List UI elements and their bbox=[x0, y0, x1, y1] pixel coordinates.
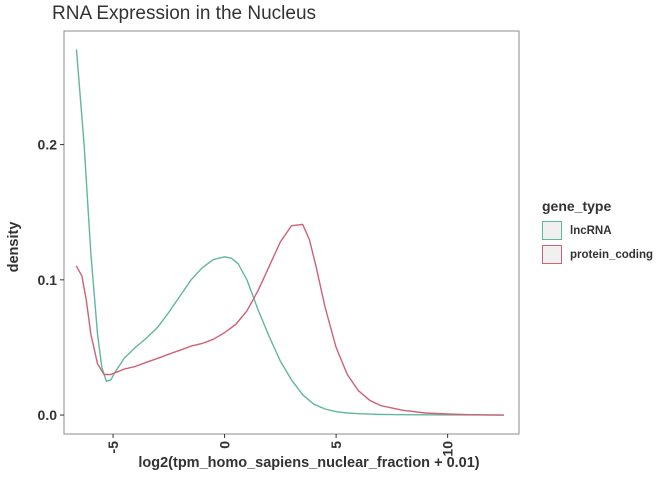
y-axis-label: density bbox=[6, 221, 22, 273]
plot-panel-border bbox=[63, 30, 520, 435]
x-axis-label: log2(tpm_homo_sapiens_nuclear_fraction +… bbox=[138, 455, 480, 471]
series-line-lncrna bbox=[75, 49, 505, 416]
legend-item-lncrna: lncRNA bbox=[542, 219, 653, 242]
y-tick-label: 0.2 bbox=[38, 137, 58, 153]
axes: 0.0 0.1 0.2 -5 0 5 10 bbox=[38, 30, 520, 457]
legend-label-lncrna: lncRNA bbox=[570, 224, 612, 237]
x-tick-label: 5 bbox=[328, 441, 344, 449]
x-tick-label: 0 bbox=[217, 441, 233, 449]
legend-item-protein-coding: protein_coding bbox=[542, 243, 653, 266]
y-tick-label: 0.0 bbox=[38, 407, 58, 423]
legend-label-protein-coding: protein_coding bbox=[570, 248, 654, 261]
chart-title: RNA Expression in the Nucleus bbox=[52, 3, 317, 24]
plot-area bbox=[75, 49, 505, 416]
x-tick-label: -5 bbox=[105, 441, 121, 454]
legend-title: gene_type bbox=[542, 198, 612, 214]
series-line-protein-coding bbox=[75, 223, 505, 416]
legend: gene_type lncRNA protein_coding bbox=[542, 198, 653, 266]
legend-key-protein-coding bbox=[542, 245, 562, 264]
y-tick-label: 0.1 bbox=[38, 272, 58, 288]
legend-key-lncrna bbox=[542, 221, 562, 240]
x-tick-label: 10 bbox=[440, 441, 456, 457]
